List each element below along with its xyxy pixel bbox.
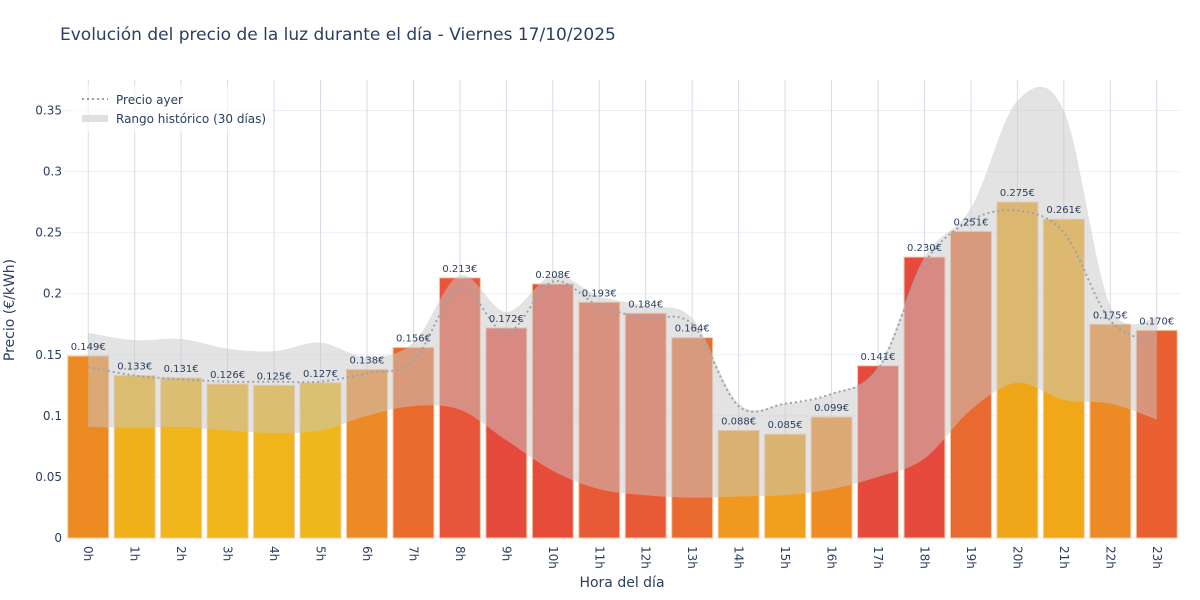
legend-band-icon	[82, 115, 108, 122]
x-tick-label: 23h	[1150, 546, 1164, 569]
bar-value-label: 0.133€	[117, 362, 152, 373]
legend-item-yesterday[interactable]: Precio ayer	[116, 93, 183, 107]
bar-value-label: 0.184€	[628, 299, 663, 310]
bar-value-label: 0.275€	[1000, 188, 1035, 199]
x-tick-label: 12h	[639, 546, 653, 569]
bar-value-label: 0.172€	[489, 314, 524, 325]
bar-value-label: 0.149€	[71, 342, 106, 353]
x-tick-label: 0h	[81, 546, 95, 561]
bar-value-label: 0.131€	[164, 364, 199, 375]
bar-value-label: 0.170€	[1139, 316, 1174, 327]
x-tick-label: 13h	[685, 546, 699, 569]
legend-bg	[72, 86, 272, 132]
x-tick-label: 16h	[825, 546, 839, 569]
bar-value-label: 0.164€	[675, 324, 710, 335]
bar-value-label: 0.138€	[349, 355, 384, 366]
bar-value-label: 0.088€	[721, 417, 756, 428]
x-tick-label: 3h	[221, 546, 235, 561]
y-tick-label: 0.2	[43, 287, 62, 301]
y-tick-label: 0.05	[35, 470, 62, 484]
bar-value-label: 0.125€	[257, 371, 292, 382]
x-tick-label: 20h	[1010, 546, 1024, 569]
x-tick-label: 15h	[778, 546, 792, 569]
legend[interactable]: Precio ayer Rango histórico (30 días)	[72, 86, 272, 132]
x-tick-label: 6h	[360, 546, 374, 561]
x-tick-label: 22h	[1103, 546, 1117, 569]
x-tick-label: 18h	[917, 546, 931, 569]
x-axis-title: Hora del día	[579, 575, 664, 591]
x-tick-label: 7h	[406, 546, 420, 561]
y-axis-title: Precio (€/kWh)	[2, 259, 18, 361]
x-tick-label: 8h	[453, 546, 467, 561]
x-tick-label: 2h	[174, 546, 188, 561]
x-tick-label: 9h	[499, 546, 513, 561]
bar-value-label: 0.251€	[953, 217, 988, 228]
chart-title: Evolución del precio de la luz durante e…	[60, 25, 616, 45]
historical-range-band	[88, 86, 1157, 498]
bar-value-label: 0.230€	[907, 243, 942, 254]
x-tick-label: 21h	[1057, 546, 1071, 569]
bar-value-label: 0.175€	[1093, 310, 1128, 321]
y-tick-label: 0	[54, 531, 62, 545]
legend-item-range[interactable]: Rango histórico (30 días)	[116, 112, 266, 126]
bar-value-label: 0.099€	[814, 403, 849, 414]
x-tick-label: 5h	[314, 546, 328, 561]
bar-value-label: 0.213€	[442, 264, 477, 275]
bar-value-label: 0.126€	[210, 370, 245, 381]
y-tick-label: 0.15	[35, 348, 62, 362]
x-tick-label: 10h	[546, 546, 560, 569]
y-tick-label: 0.3	[43, 165, 62, 179]
x-tick-label: 4h	[267, 546, 281, 561]
x-tick-label: 17h	[871, 546, 885, 569]
bar-value-label: 0.208€	[535, 270, 570, 281]
x-tick-label: 14h	[732, 546, 746, 569]
bar-value-label: 0.261€	[1046, 205, 1081, 216]
x-tick-label: 1h	[128, 546, 142, 561]
x-tick-label: 19h	[964, 546, 978, 569]
x-tick-label: 11h	[592, 546, 606, 569]
bar-value-label: 0.085€	[768, 420, 803, 431]
y-tick-label: 0.25	[35, 226, 62, 240]
bar-value-label: 0.193€	[582, 288, 617, 299]
bar-value-label: 0.156€	[396, 333, 431, 344]
y-tick-label: 0.35	[35, 104, 62, 118]
bar-value-label: 0.141€	[861, 352, 896, 363]
bar-value-label: 0.127€	[303, 369, 338, 380]
yesterday-price-line	[88, 209, 1158, 413]
y-tick-label: 0.1	[43, 409, 62, 423]
